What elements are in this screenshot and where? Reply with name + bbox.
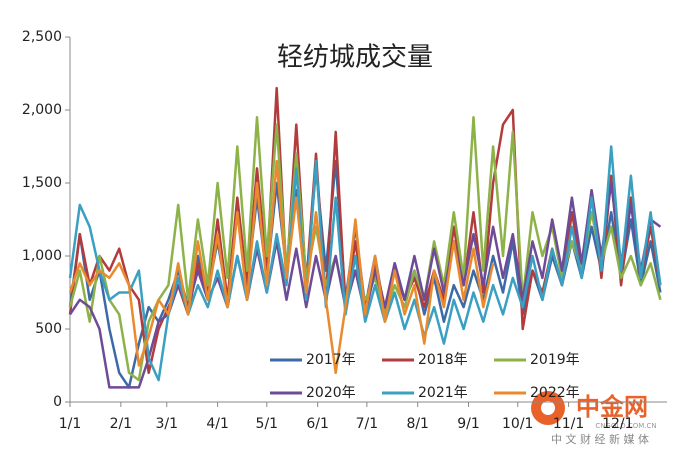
logo-slogan: 中 文 财 经 新 媒 体 bbox=[551, 432, 649, 446]
x-tick-label: 7/1 bbox=[356, 416, 379, 432]
legend-label: 2022年 bbox=[530, 385, 580, 401]
logo: 中金网 中 文 财 经 新 媒 体 CNGOLD.COM.CN bbox=[531, 391, 657, 446]
x-tick-label: 11/1 bbox=[553, 416, 584, 432]
logo-brand: 中金网 bbox=[576, 393, 648, 421]
x-tick-label: 12/1 bbox=[602, 416, 633, 432]
x-tick-label: 2/1 bbox=[110, 416, 133, 432]
series-line bbox=[68, 159, 495, 375]
chart-title: 轻纺城成交量 bbox=[277, 43, 433, 73]
y-tick-label: 500 bbox=[35, 321, 62, 337]
logo-site: CNGOLD.COM.CN bbox=[595, 422, 656, 430]
y-tick-label: 1,000 bbox=[22, 248, 62, 264]
logo-icon-inner bbox=[541, 401, 555, 415]
x-tick-label: 1/1 bbox=[59, 416, 82, 432]
x-tick-label: 5/1 bbox=[256, 416, 279, 432]
x-tick-label: 6/1 bbox=[306, 416, 329, 432]
legend-label: 2019年 bbox=[530, 352, 580, 368]
legend-label: 2017年 bbox=[306, 352, 356, 368]
y-tick-label: 2,500 bbox=[22, 29, 62, 45]
x-tick-label: 9/1 bbox=[457, 416, 480, 432]
x-tick-label: 8/1 bbox=[406, 416, 429, 432]
y-tick-label: 2,000 bbox=[22, 102, 62, 118]
y-tick-label: 1,500 bbox=[22, 175, 62, 191]
x-tick-label: 4/1 bbox=[206, 416, 229, 432]
x-tick-label: 10/1 bbox=[502, 416, 533, 432]
x-tick-label: 3/1 bbox=[156, 416, 179, 432]
legend-label: 2018年 bbox=[418, 352, 468, 368]
y-tick-label: 0 bbox=[53, 394, 62, 410]
legend-label: 2021年 bbox=[418, 385, 468, 401]
legend-label: 2020年 bbox=[306, 385, 356, 401]
